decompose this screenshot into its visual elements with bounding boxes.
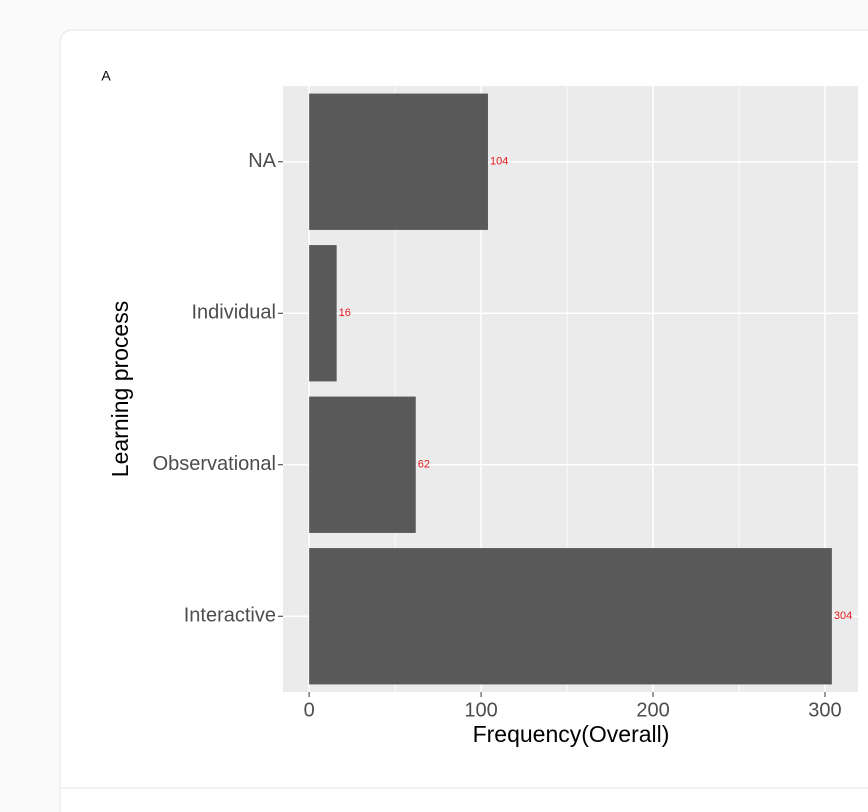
bar — [309, 93, 488, 230]
y-tick-label: NA — [248, 150, 276, 172]
y-tick-label: Observational — [153, 453, 276, 475]
bar — [309, 548, 832, 685]
bar — [309, 245, 337, 382]
x-axis-title: Frequency(Overall) — [473, 721, 670, 747]
x-tick-label: 300 — [808, 699, 841, 721]
value-label: 16 — [339, 307, 351, 319]
value-label: 304 — [834, 610, 852, 622]
value-label: 62 — [418, 459, 430, 471]
x-tick-label: 200 — [636, 699, 669, 721]
y-axis-title: Learning process — [107, 301, 133, 477]
bar — [309, 396, 416, 533]
value-label: 104 — [490, 156, 508, 168]
x-tick-label: 0 — [304, 699, 315, 721]
y-tick-label: Individual — [191, 302, 276, 324]
panel-label: A — [101, 68, 111, 84]
y-tick-label: Interactive — [184, 605, 276, 627]
x-tick-label: 100 — [464, 699, 497, 721]
